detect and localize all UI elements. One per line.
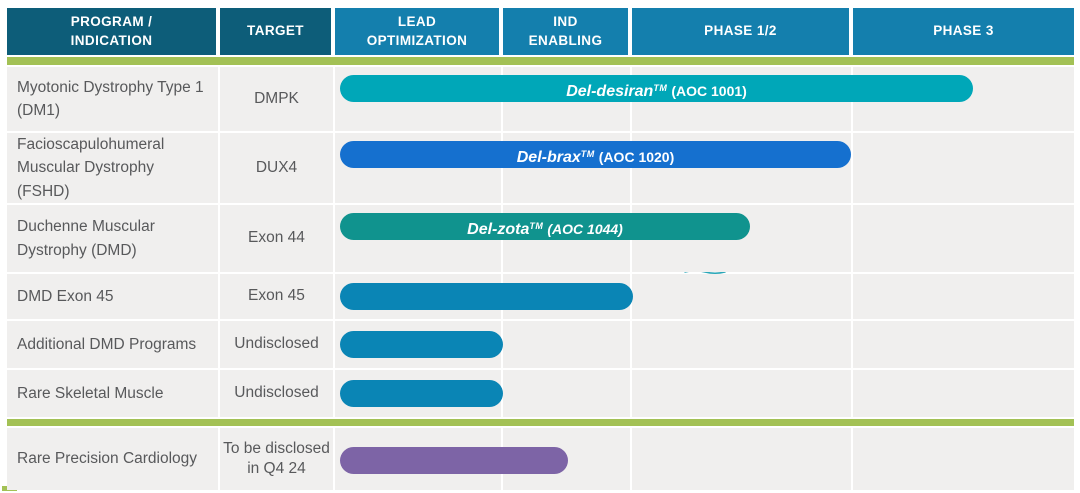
program-cell: Facioscapulohumeral Muscular Dystrophy (… (17, 136, 165, 200)
row-cell-bg (853, 321, 1074, 368)
header-cell: PROGRAM / INDICATION (7, 8, 216, 55)
pipeline-bar (340, 447, 568, 474)
pipeline-bar (340, 283, 633, 310)
target-cell: To be disclosed in Q4 24 (223, 439, 330, 477)
row-cell-bg (220, 321, 333, 368)
row-cell-bg (7, 133, 218, 203)
pipeline-bar (340, 380, 503, 407)
row-cell-bg (632, 274, 851, 319)
row-cell-bg (7, 428, 218, 490)
target-cell: Undisclosed (234, 335, 319, 353)
row-cell-bg (853, 205, 1074, 272)
program-cell: Duchenne Muscular Dystrophy (DMD) (17, 218, 155, 259)
row-cell-bg (220, 370, 333, 417)
program-cell: Additional DMD Programs (17, 335, 197, 353)
pipeline-bar: Del-zotaTM (AOC 1044) (340, 213, 750, 240)
cardiology-section-divider (7, 419, 1074, 426)
row-cell-bg (853, 274, 1074, 319)
row-cell-bg (503, 370, 630, 417)
row-cell-bg (632, 370, 851, 417)
row-cell-bg (7, 67, 218, 131)
row-cell-bg (632, 321, 851, 368)
row-cell-bg (7, 205, 218, 272)
target-cell: Undisclosed (234, 384, 319, 402)
pipeline-bar (340, 331, 503, 358)
target-cell: Exon 45 (248, 287, 305, 305)
pipeline-bar: Del-braxTM (AOC 1020) (340, 141, 851, 168)
target-cell: DMPK (254, 89, 299, 107)
row-cell-bg (7, 321, 218, 368)
header-cell: IND ENABLING (503, 8, 628, 55)
row-cell-bg (853, 428, 1074, 490)
pipeline-bar: Del-desiranTM (AOC 1001) (340, 75, 973, 102)
program-cell: DMD Exon 45 (17, 287, 114, 305)
target-cell: DUX4 (255, 158, 298, 176)
row-cell-bg (220, 274, 333, 319)
row-cell-bg (503, 321, 630, 368)
header-underline-band (7, 57, 1074, 65)
row-cell-bg (7, 274, 218, 319)
row-cell-bg (220, 205, 333, 272)
row-cell-bg (853, 133, 1074, 203)
row-cell-bg (220, 428, 333, 490)
header-cell: PHASE 3 (853, 8, 1074, 55)
header-cell: TARGET (220, 8, 331, 55)
program-cell: Myotonic Dystrophy Type 1 (DM1) (17, 78, 204, 119)
header-cell: PHASE 1/2 (632, 8, 849, 55)
target-cell: Exon 44 (248, 229, 305, 247)
row-cell-bg (220, 67, 333, 131)
row-cell-bg (853, 370, 1074, 417)
row-cell-bg (7, 370, 218, 417)
program-cell: Rare Precision Cardiology (17, 450, 198, 468)
header-cell: LEAD OPTIMIZATION (335, 8, 499, 55)
row-cell-bg (220, 133, 333, 203)
row-cell-bg (632, 428, 851, 490)
program-cell: Rare Skeletal Muscle (17, 384, 164, 402)
